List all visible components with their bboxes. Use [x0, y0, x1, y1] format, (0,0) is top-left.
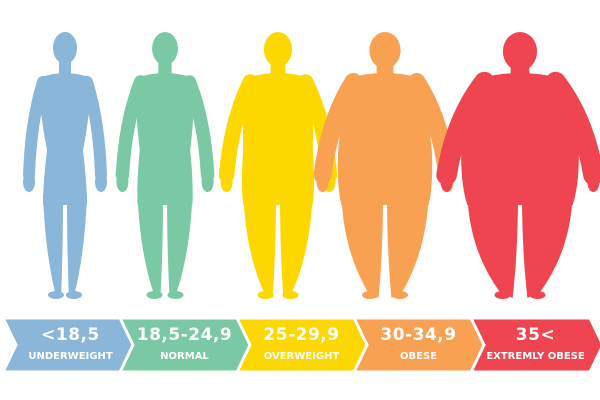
body-silhouette-icon [115, 31, 215, 299]
range-label: 25-29,9 [263, 325, 340, 345]
range-label: 35< [515, 325, 556, 345]
range-label: 18,5-24,9 [136, 325, 233, 345]
category-label: EXTREMLY OBESE [486, 351, 585, 362]
category-extremely-obese: 35< EXTREMLY OBESE [477, 318, 594, 364]
category-normal: 18,5-24,9 NORMAL [126, 318, 243, 364]
chevron-4 [468, 316, 600, 374]
body-silhouette-icon [313, 32, 457, 299]
range-label: 30-34,9 [380, 325, 457, 345]
body-silhouette-icon [436, 32, 600, 299]
category-obese: 30-34,9 OBESE [360, 318, 477, 364]
category-label: NORMAL [160, 351, 209, 362]
category-overweight: 25-29,9 OVERWEIGHT [243, 318, 360, 364]
category-underweight: <18,5 UNDERWEIGHT [12, 318, 129, 364]
category-label: OVERWEIGHT [263, 351, 340, 362]
category-label: OBESE [400, 351, 437, 362]
body-silhouette-icon [23, 32, 107, 299]
range-label: <18,5 [41, 325, 100, 345]
category-label: UNDERWEIGHT [28, 351, 113, 362]
